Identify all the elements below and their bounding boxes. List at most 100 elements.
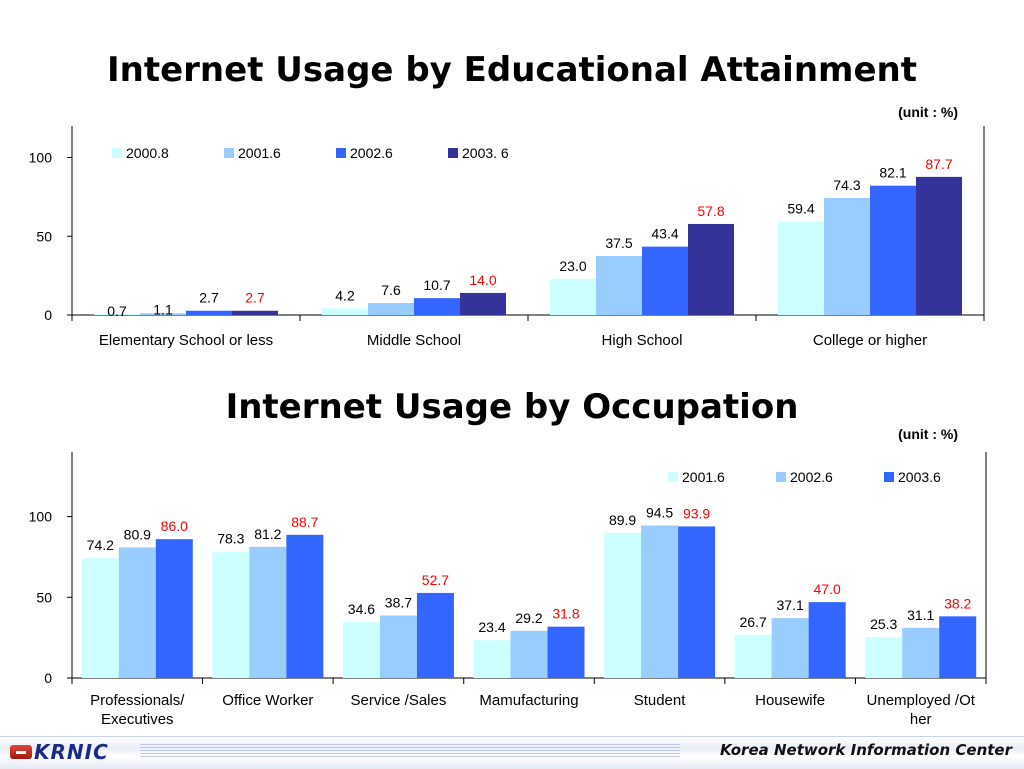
data-label: 31.1 (907, 607, 934, 623)
data-label: 37.5 (605, 235, 632, 251)
bar (460, 292, 506, 315)
y-tick-label: 50 (36, 589, 52, 605)
data-label: 0.7 (107, 303, 127, 319)
y-tick-label: 0 (44, 670, 52, 686)
legend-label: 2001.6 (682, 469, 725, 485)
legend-swatch (884, 472, 894, 482)
bar (379, 615, 417, 678)
category-label: Professionals/ (90, 692, 185, 709)
y-tick-label: 100 (29, 509, 53, 525)
legend-swatch (776, 472, 786, 482)
bar (118, 547, 156, 678)
bar (414, 298, 460, 315)
bar (416, 592, 454, 678)
data-label: 7.6 (381, 282, 401, 298)
data-label: 26.7 (740, 614, 767, 630)
data-label: 52.7 (422, 572, 449, 588)
bar (186, 310, 232, 315)
data-label: 23.4 (478, 619, 505, 635)
bar (286, 534, 324, 678)
logo-mark-icon (10, 745, 32, 759)
legend-label: 2001.6 (238, 145, 281, 161)
category-label: Unemployed /Ot (867, 692, 976, 709)
data-label: 2.7 (199, 290, 219, 306)
data-label: 59.4 (787, 200, 814, 216)
data-label: 38.7 (385, 595, 412, 611)
category-label: Middle School (367, 332, 461, 349)
bar (342, 622, 380, 678)
legend-label: 2000.8 (126, 145, 169, 161)
bar (510, 630, 548, 678)
legend-swatch (448, 148, 458, 158)
bar (155, 539, 193, 678)
bar (902, 627, 940, 678)
category-label: her (910, 711, 932, 728)
data-label: 47.0 (814, 581, 841, 597)
unit-note-education: (unit : %) (898, 104, 958, 120)
bar (778, 221, 824, 315)
bar (249, 546, 287, 678)
bar (870, 185, 916, 315)
legend-swatch (668, 472, 678, 482)
data-label: 74.2 (87, 537, 114, 553)
category-label: Mamufacturing (479, 692, 578, 709)
data-label: 43.4 (651, 226, 678, 242)
bar (550, 278, 596, 315)
chart-title-occupation: Internet Usage by Occupation (225, 387, 799, 427)
bar (678, 526, 716, 678)
category-label: Elementary School or less (99, 332, 273, 349)
y-tick-label: 0 (44, 307, 52, 323)
footer-decoration (140, 744, 680, 758)
legend-label: 2002.6 (790, 469, 833, 485)
data-label: 82.1 (879, 165, 906, 181)
data-label: 23.0 (559, 258, 586, 274)
bar (939, 616, 977, 678)
category-label: Service /Sales (350, 692, 446, 709)
organization-name: Korea Network Information Center (719, 741, 1012, 759)
data-label: 29.2 (515, 610, 542, 626)
data-label: 34.6 (348, 601, 375, 617)
logo-text: KRNIC (34, 740, 109, 764)
data-label: 86.0 (161, 518, 188, 534)
category-label: Executives (101, 711, 174, 728)
category-label: Housewife (755, 692, 825, 709)
bar (473, 640, 511, 678)
bar (547, 626, 585, 678)
data-label: 37.1 (777, 597, 804, 613)
bar (322, 308, 368, 315)
data-label: 93.9 (683, 505, 710, 521)
data-label: 1.1 (153, 301, 173, 317)
data-label: 38.2 (944, 595, 971, 611)
bar (824, 197, 870, 315)
bar (734, 634, 772, 678)
data-label: 89.9 (609, 512, 636, 528)
data-label: 10.7 (423, 277, 450, 293)
bar (212, 551, 250, 678)
bar (596, 255, 642, 315)
data-label: 78.3 (217, 531, 244, 547)
data-label: 4.2 (335, 287, 355, 303)
bar (232, 310, 278, 315)
bar (642, 246, 688, 315)
category-label: College or higher (813, 332, 927, 349)
legend-swatch (336, 148, 346, 158)
data-label: 31.8 (552, 606, 579, 622)
category-label: High School (602, 332, 683, 349)
data-label: 2.7 (245, 290, 265, 306)
legend-swatch (224, 148, 234, 158)
category-label: Office Worker (222, 692, 313, 709)
bar (368, 303, 414, 315)
legend-label: 2003. 6 (462, 145, 509, 161)
bar (865, 637, 903, 678)
y-tick-label: 100 (29, 150, 53, 166)
legend-label: 2003.6 (898, 469, 941, 485)
bar (771, 618, 809, 678)
bar (641, 525, 679, 678)
bar (688, 223, 734, 315)
data-label: 57.8 (697, 203, 724, 219)
data-label: 87.7 (925, 156, 952, 172)
data-label: 81.2 (254, 526, 281, 542)
bar (604, 532, 642, 678)
